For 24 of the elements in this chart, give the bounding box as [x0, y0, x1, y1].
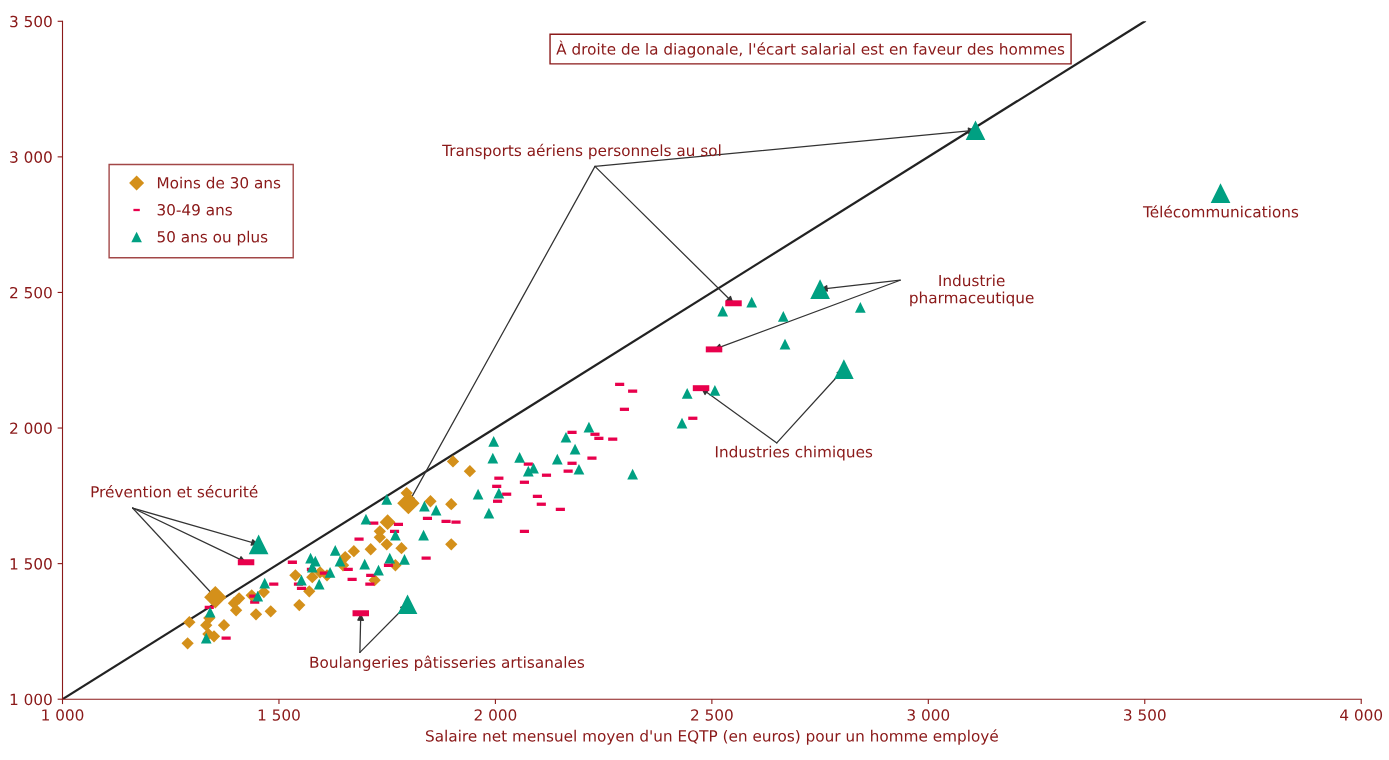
x-tick-label: 3 000: [907, 709, 950, 721]
y-tick-label: 2 000: [10, 422, 52, 435]
y-tick-label: 2 500: [10, 286, 52, 299]
annotation: Industries chimiques: [715, 445, 873, 461]
annotation: Industrie pharmaceutique: [910, 274, 1034, 307]
legend-label: 30-49 ans: [157, 204, 232, 216]
annotation: Télécommunications: [1142, 205, 1299, 218]
x-tick-label: 2 500: [691, 709, 733, 721]
y-tick-label: 3 500: [10, 15, 52, 28]
x-tick-label: 1 500: [258, 709, 300, 721]
annotation: Transports aériens personnels au sol: [442, 143, 721, 160]
x-axis-title: Salaire net mensuel moyen d'un EQTP (en euros) pour un homme employé: [426, 729, 998, 745]
annotation: À droite de la diagonale, l'écart salarial est en faveur des hommes: [556, 40, 1065, 58]
y-tick-label: 1 000: [10, 693, 52, 706]
x-tick-label: 1 000: [42, 709, 84, 721]
x-tick-label: 3 500: [1124, 709, 1166, 721]
x-tick-label: 4 000: [1340, 709, 1383, 721]
y-tick-label: 1 500: [10, 558, 52, 570]
annotation: Prévention et sécurité: [91, 485, 258, 498]
legend-label: Moins de 30 ans: [157, 176, 281, 189]
legend-label: 50 ans ou plus: [157, 230, 268, 246]
y-tick-label: 3 000: [10, 151, 52, 163]
x-tick-label: 2 000: [474, 709, 517, 721]
annotation: Boulangeries pâtisseries artisanales: [310, 655, 585, 671]
